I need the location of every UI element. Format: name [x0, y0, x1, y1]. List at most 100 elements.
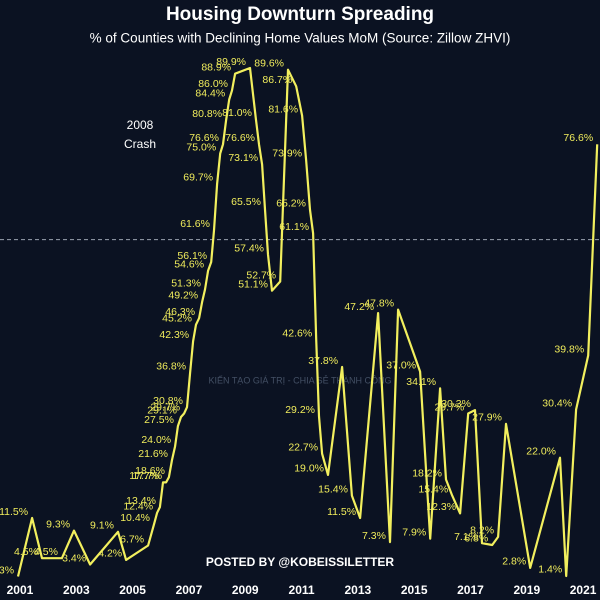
data-label: 11.5% — [327, 506, 356, 518]
data-label: 4.5% — [34, 546, 58, 558]
data-label: 69.7% — [183, 172, 213, 184]
data-label: 76.6% — [225, 132, 255, 144]
data-label: 29.7% — [434, 401, 464, 413]
data-label: 13.4% — [126, 495, 156, 507]
data-label: 51.1% — [238, 278, 268, 290]
data-label: 37.8% — [308, 355, 338, 367]
x-tick-label: 2001 — [7, 583, 34, 597]
data-label: 47.8% — [364, 297, 394, 309]
data-label: 46.3% — [165, 306, 195, 318]
data-label: 42.6% — [282, 327, 312, 339]
data-label: 29.1% — [147, 405, 177, 417]
data-label: 8.2% — [470, 525, 494, 537]
x-tick-label: 2003 — [63, 583, 90, 597]
data-label: 30.8% — [153, 395, 183, 407]
data-label: 7.3% — [362, 530, 386, 542]
data-label: 52.7% — [246, 269, 276, 281]
annotation: 2008 — [127, 118, 154, 132]
data-label: 27.5% — [144, 414, 174, 426]
data-label: 51.3% — [171, 277, 201, 289]
data-label: 22.0% — [526, 446, 556, 458]
x-tick-label: 2013 — [345, 583, 372, 597]
data-label: 17.7% — [132, 470, 162, 482]
credit: POSTED BY @KOBEISSILETTER — [206, 555, 395, 569]
annotation: Crash — [124, 137, 156, 151]
data-label: 84.4% — [195, 87, 225, 99]
data-label: 76.6% — [563, 132, 593, 144]
data-label: 15.4% — [318, 483, 348, 495]
data-label: 88.9% — [201, 61, 231, 73]
data-label: 12.3% — [426, 501, 456, 513]
data-label: 65.5% — [231, 196, 261, 208]
data-label: 9.3% — [46, 518, 70, 530]
chart-subtitle: % of Counties with Declining Home Values… — [90, 31, 511, 46]
data-label: 11.5% — [0, 506, 28, 518]
chart-title: Housing Downturn Spreading — [166, 4, 434, 25]
data-label: 30.3% — [441, 398, 471, 410]
data-label: 39.8% — [554, 343, 584, 355]
data-label: 36.8% — [156, 361, 186, 373]
x-tick-label: 2019 — [513, 583, 540, 597]
line — [16, 66, 599, 578]
data-label: 21.6% — [138, 448, 168, 460]
data-label: 3.4% — [62, 552, 86, 564]
data-label: 73.9% — [272, 148, 302, 160]
data-label: 29.7% — [150, 401, 180, 413]
x-tick-label: 2007 — [176, 583, 203, 597]
data-label: 10.4% — [120, 512, 150, 524]
data-label: 29.2% — [285, 404, 315, 416]
data-label: 89.9% — [216, 56, 246, 68]
data-label: 22.7% — [288, 441, 318, 453]
x-tick-label: 2021 — [570, 583, 597, 597]
data-label: 75.0% — [186, 141, 216, 153]
data-label: 6.8% — [464, 533, 488, 545]
data-label: 37.0% — [386, 359, 416, 371]
data-label: 18.6% — [135, 465, 165, 477]
data-label: 1.3% — [0, 564, 14, 576]
data-label: 45.2% — [162, 312, 192, 324]
data-label: 7.9% — [402, 526, 426, 538]
data-label: 42.3% — [159, 329, 189, 341]
data-label: 76.6% — [189, 132, 219, 144]
data-label: 34.1% — [406, 376, 436, 388]
data-label: 6.7% — [120, 533, 144, 545]
data-label: 15.4% — [418, 483, 448, 495]
data-label: 86.7% — [262, 74, 292, 86]
data-label: 7.1% — [454, 531, 478, 543]
x-tick-label: 2015 — [401, 583, 428, 597]
data-label: 65.2% — [276, 198, 306, 210]
watermark: KIẾN TẠO GIÁ TRỊ - CHIA SẺ THÀNH CÔNG — [208, 374, 391, 385]
data-label: 81.0% — [222, 107, 252, 119]
data-label: 12.4% — [123, 501, 153, 513]
data-label: 2.8% — [502, 556, 526, 568]
data-label: 4.2% — [98, 548, 122, 560]
x-tick-label: 2011 — [289, 583, 315, 597]
data-label: 49.2% — [168, 289, 198, 301]
data-label: 4.5% — [14, 546, 38, 558]
data-label: 17.7% — [129, 470, 159, 482]
x-tick-label: 2009 — [232, 583, 259, 597]
data-label: 61.1% — [279, 221, 309, 233]
data-label: 27.9% — [472, 412, 502, 424]
data-label: 56.1% — [177, 250, 207, 262]
data-label: 9.1% — [90, 520, 114, 532]
data-label: 86.0% — [198, 78, 228, 90]
data-label: 18.2% — [412, 467, 442, 479]
data-label: 30.4% — [542, 397, 572, 409]
data-label: 80.8% — [192, 108, 222, 120]
data-label: 81.6% — [268, 103, 298, 115]
data-label: 54.6% — [174, 258, 204, 270]
data-label: 89.6% — [254, 57, 284, 69]
data-label: 73.1% — [228, 152, 258, 164]
x-tick-label: 2017 — [457, 583, 484, 597]
data-label: 61.6% — [180, 218, 210, 230]
x-tick-label: 2005 — [119, 583, 146, 597]
data-label: 57.4% — [234, 242, 264, 254]
data-label: 24.0% — [141, 434, 171, 446]
data-label: 19.0% — [294, 463, 324, 475]
data-label: 47.2% — [344, 301, 374, 313]
data-label: 1.4% — [538, 564, 562, 576]
